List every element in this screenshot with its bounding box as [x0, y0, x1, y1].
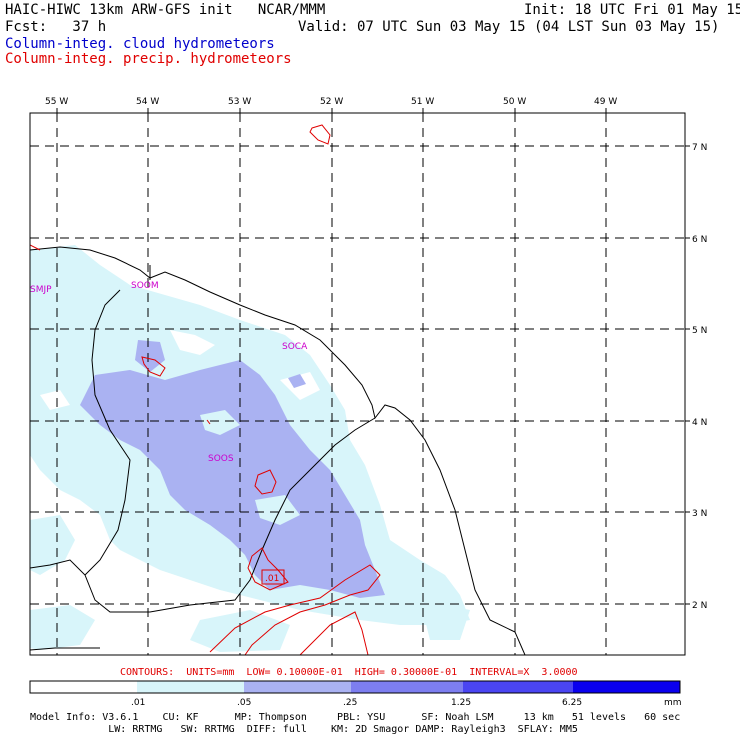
lon-label: 50 W: [503, 97, 526, 107]
init-time: Init: 18 UTC Fri 01 May 15: [524, 2, 740, 18]
valid-time: Valid: 07 UTC Sun 03 May 15 (04 LST Sun …: [298, 19, 720, 35]
forecast-hour: Fcst: 37 h: [5, 19, 107, 35]
colorbar-tick: .05: [237, 698, 251, 708]
model-info-line2: LW: RRTMG SW: RRTMG DIFF: full KM: 2D Sm…: [30, 724, 578, 735]
contour-label-box: [261, 569, 285, 585]
model-info-line1: Model Info: V3.6.1 CU: KF MP: Thompson P…: [30, 712, 681, 723]
station-soos: SOOS: [208, 454, 234, 464]
map-frame: [29, 112, 686, 656]
lat-label: 7 N: [692, 143, 707, 153]
lat-label: 4 N: [692, 418, 707, 428]
map-ticks: [56, 108, 690, 605]
lat-label: 6 N: [692, 235, 707, 245]
lon-label: 49 W: [594, 97, 617, 107]
lat-lon-grid: [30, 113, 685, 655]
precip-contours: [30, 124, 381, 655]
colorbar-tick: .01: [131, 698, 145, 708]
lon-label: 55 W: [45, 97, 68, 107]
contour-label: .01: [265, 574, 279, 584]
colorbar-tick: .25: [343, 698, 357, 708]
colorbar: [29, 680, 681, 694]
lon-label: 51 W: [411, 97, 434, 107]
lon-labels: 55 W 54 W 53 W 52 W 51 W 50 W 49 W: [45, 97, 617, 107]
cloud-holes-medium: [200, 410, 300, 525]
coastlines-borders: [30, 246, 526, 655]
station-soom: SOOM: [131, 281, 159, 291]
lon-label: 54 W: [136, 97, 159, 107]
lon-label: 52 W: [320, 97, 343, 107]
colorbar-unit: mm: [664, 698, 682, 708]
map-area: .01 SMJP SOOM SOCA SOOS: [30, 113, 685, 655]
colorbar-tick: 1.25: [451, 698, 471, 708]
colorbar-tick: 6.25: [562, 698, 582, 708]
lat-labels: 7 N 6 N 5 N 4 N 3 N 2 N: [692, 143, 707, 611]
cloud-shading-medium: [80, 340, 385, 598]
field-precip-label: Column-integ. precip. hydrometeors: [5, 51, 292, 67]
lat-label: 5 N: [692, 326, 707, 336]
contours-info: CONTOURS: UNITS=mm LOW= 0.10000E-01 HIGH…: [120, 667, 578, 678]
model-title: HAIC-HIWC 13km ARW-GFS init NCAR/MMM: [5, 2, 326, 18]
lat-label: 2 N: [692, 601, 707, 611]
field-cloud-label: Column-integ. cloud hydrometeors: [5, 36, 275, 52]
lat-label: 3 N: [692, 509, 707, 519]
colorbar-ticks: .01 .05 .25 1.25 6.25 mm: [131, 698, 682, 708]
station-soca: SOCA: [282, 342, 308, 352]
station-smjp: SMJP: [30, 285, 52, 295]
lon-label: 53 W: [228, 97, 251, 107]
